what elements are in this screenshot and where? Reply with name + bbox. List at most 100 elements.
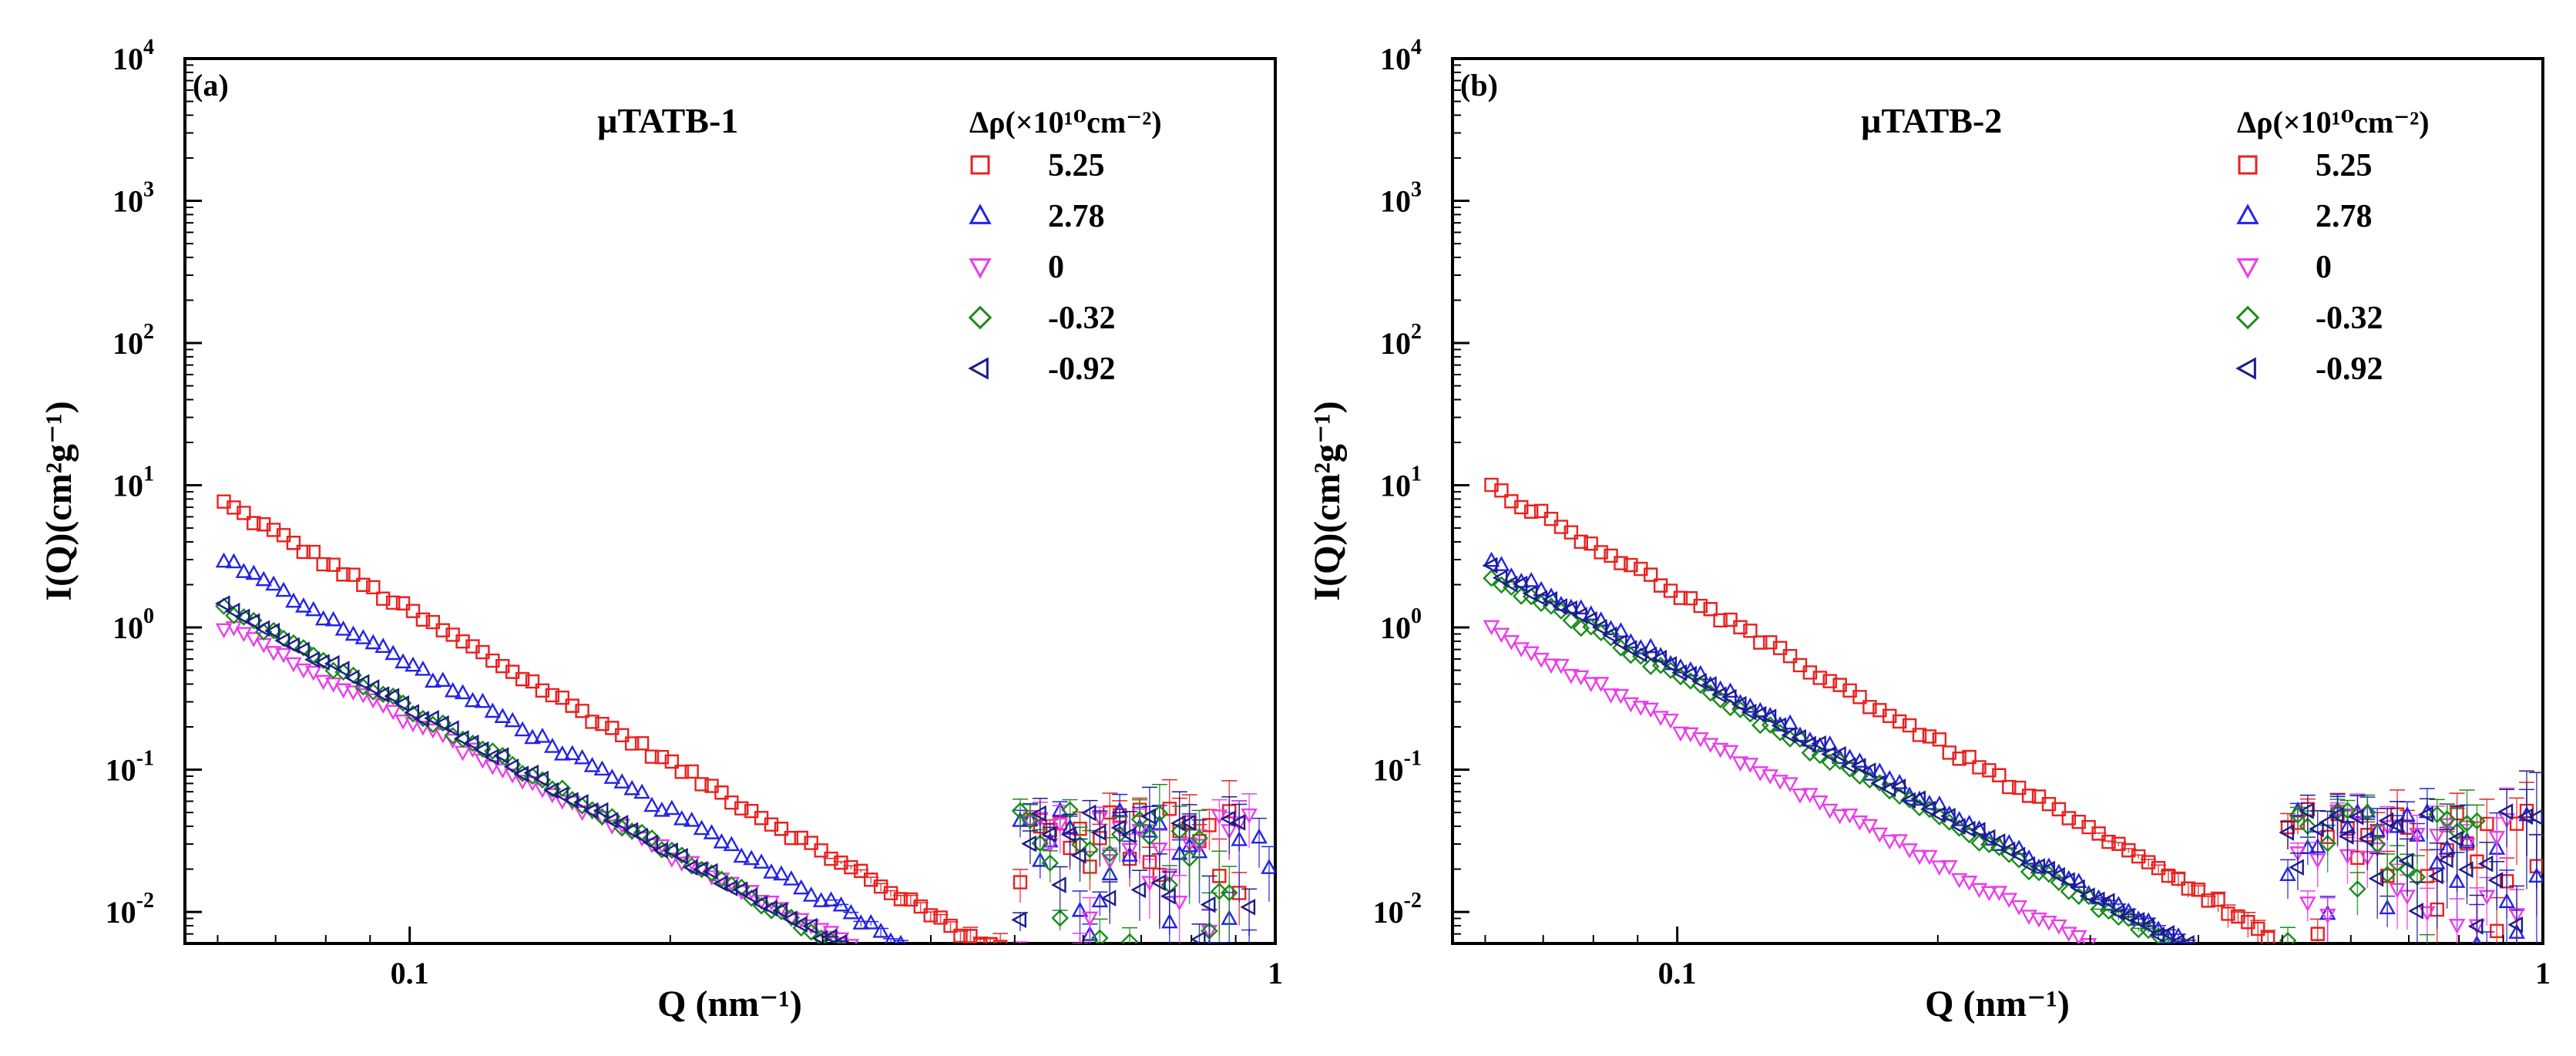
data-point [743, 885, 761, 900]
data-point [543, 738, 561, 753]
data-point [344, 625, 362, 641]
data-point [1970, 834, 1988, 852]
data-point [395, 653, 411, 669]
data-point [1120, 933, 1139, 943]
data-point [1632, 639, 1650, 654]
data-point [2458, 814, 2476, 832]
data-point [933, 910, 948, 925]
data-point [2260, 930, 2275, 943]
plot-frame [183, 57, 1277, 945]
data-point [1582, 677, 1600, 693]
data-point [1632, 701, 1650, 716]
data-point [1920, 800, 1936, 818]
data-point [704, 779, 719, 793]
data-point [1711, 686, 1727, 704]
data-point [1021, 835, 1036, 853]
data-point [834, 855, 848, 870]
data-point [1831, 809, 1849, 825]
data-point [1120, 826, 1137, 844]
data-point [405, 717, 421, 733]
data-point [443, 720, 459, 737]
data-point [1642, 637, 1660, 654]
data-point [1621, 640, 1637, 657]
data-point [1970, 822, 1986, 839]
data-point [585, 715, 599, 729]
data-point [895, 934, 906, 943]
data-point [2061, 811, 2076, 826]
data-point [1851, 815, 1869, 831]
data-point [563, 745, 581, 761]
data-point [2527, 809, 2543, 826]
data-point [783, 870, 800, 886]
data-point [615, 728, 630, 743]
data-point [1862, 700, 1877, 715]
data-point [1604, 548, 1618, 563]
data-point [295, 597, 312, 613]
data-point [453, 730, 469, 747]
data-point [395, 596, 411, 610]
data-point [1482, 557, 1498, 574]
data-point [2121, 842, 2136, 858]
data-point [1624, 557, 1638, 573]
data-point [683, 811, 700, 827]
data-point [2428, 867, 2443, 885]
data-point [2418, 805, 2433, 823]
data-point [852, 914, 870, 930]
data-point [1011, 911, 1026, 929]
panel-label: (a) [193, 68, 229, 103]
data-point [643, 796, 660, 812]
data-point [844, 859, 858, 875]
data-point [1602, 688, 1620, 704]
data-point [804, 836, 818, 850]
data-point [583, 802, 599, 819]
data-point [415, 720, 432, 736]
data-point [2211, 893, 2225, 907]
data-point [304, 665, 322, 681]
data-point [1261, 859, 1275, 874]
data-point [434, 671, 452, 688]
data-point [1220, 883, 1238, 902]
data-point [1733, 620, 1748, 634]
data-point [2080, 938, 2097, 943]
data-point [1791, 728, 1806, 746]
data-point [732, 881, 748, 899]
series--0.92 [214, 595, 1258, 943]
data-point [693, 819, 710, 836]
data-point [1021, 811, 1039, 829]
data-point [1160, 887, 1176, 905]
data-point [1013, 875, 1028, 890]
data-point [1523, 571, 1540, 587]
data-point [2060, 872, 2075, 890]
data-point [1642, 702, 1660, 718]
legend-marker [2235, 357, 2256, 380]
data-point [334, 683, 352, 699]
data-point [593, 802, 609, 819]
data-point [1782, 777, 1798, 793]
data-point [983, 937, 998, 943]
axis-ticks: 10-2 10-1 100 101 102 103 104 0.1 1 [1373, 35, 2551, 990]
data-point [374, 637, 392, 654]
data-point [1812, 671, 1828, 685]
data-point [1691, 664, 1709, 681]
data-point [2011, 780, 2027, 795]
data-point [2079, 887, 2095, 904]
data-point [555, 690, 569, 705]
data-point [2310, 927, 2325, 941]
data-point [2099, 893, 2115, 910]
data-point [504, 711, 521, 728]
data-point [1212, 869, 1227, 883]
data-point [2499, 874, 2514, 889]
data-point [1691, 673, 1707, 690]
data-point [712, 875, 728, 893]
data-point [465, 639, 480, 654]
data-point [1093, 831, 1107, 846]
y-tick-label: 10-1 [1373, 747, 1422, 788]
data-point [2379, 899, 2396, 915]
data-point [2041, 796, 2057, 812]
data-point [2231, 909, 2245, 924]
data-point [782, 910, 798, 927]
data-point [505, 664, 520, 679]
data-point [1562, 611, 1580, 630]
data-point [1850, 758, 1866, 775]
